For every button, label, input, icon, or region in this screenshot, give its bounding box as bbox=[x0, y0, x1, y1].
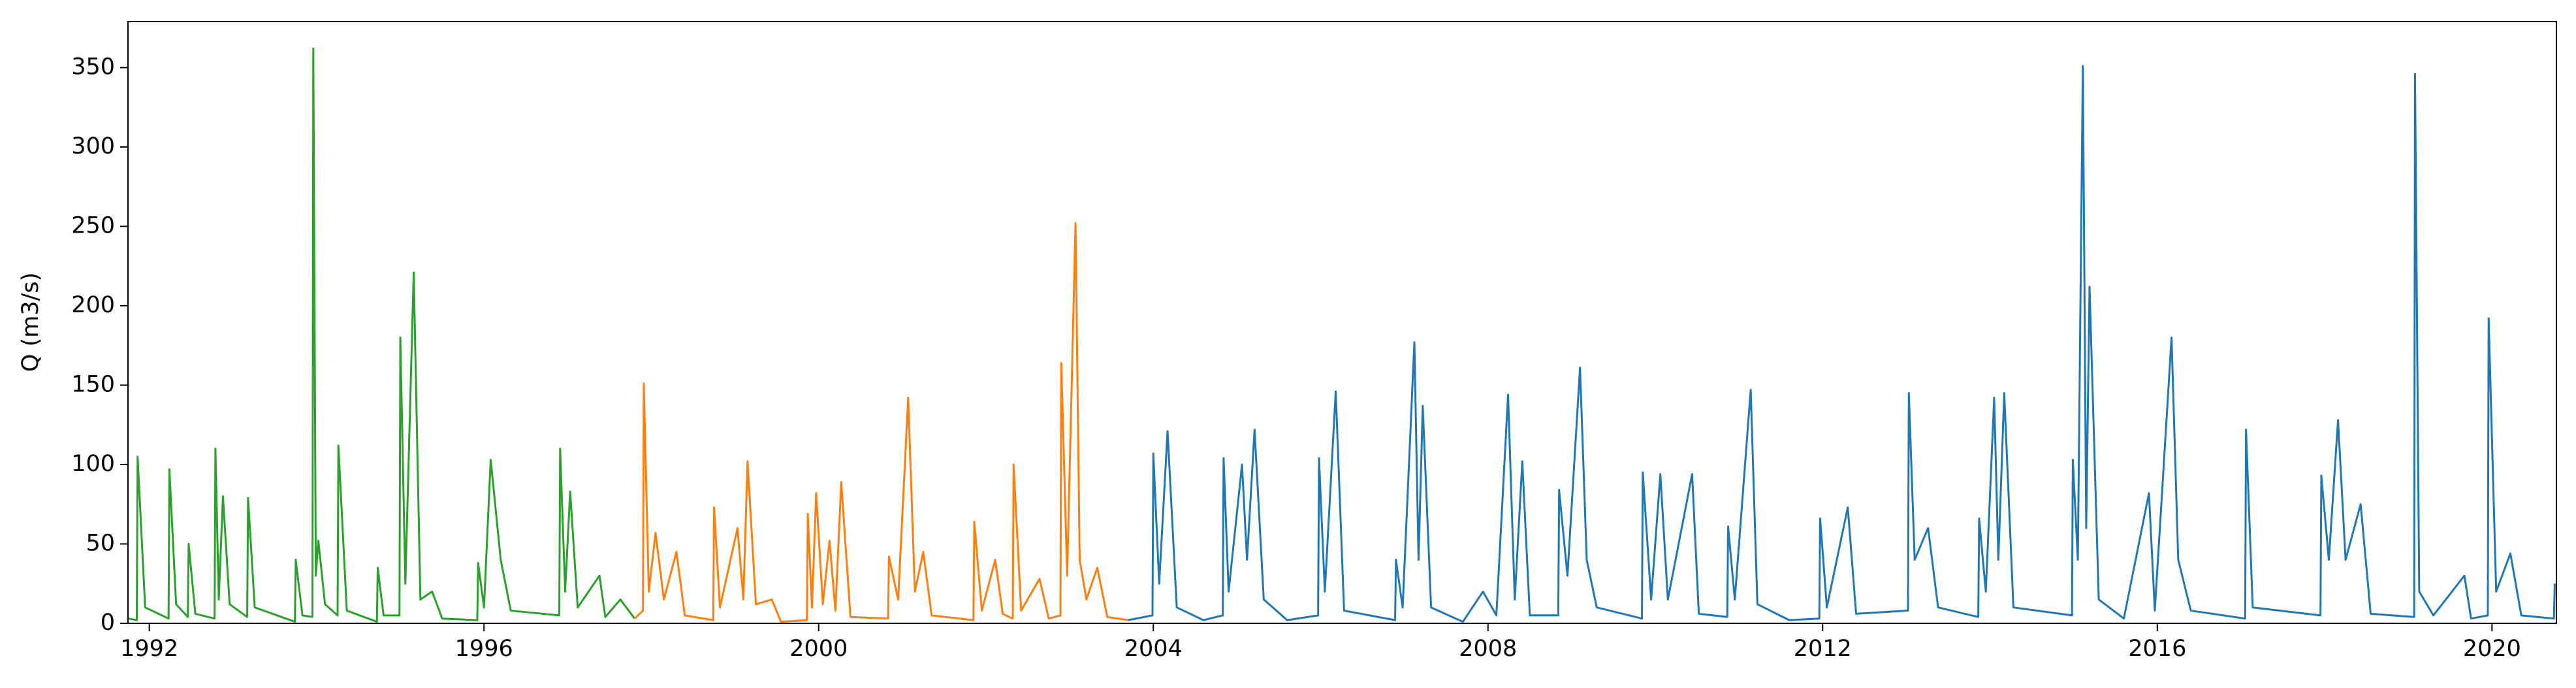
x-tick-label: 2008 bbox=[1459, 636, 1517, 662]
y-axis-label: Q (m3/s) bbox=[18, 272, 44, 372]
y-tick-label: 50 bbox=[86, 530, 115, 556]
x-tick-label: 2020 bbox=[2463, 636, 2521, 662]
y-tick-label: 100 bbox=[71, 451, 115, 477]
x-tick-label: 2000 bbox=[789, 636, 848, 662]
y-tick-label: 250 bbox=[71, 212, 115, 238]
y-tick-label: 200 bbox=[71, 292, 115, 318]
y-tick-label: 0 bbox=[101, 610, 115, 636]
y-tick-label: 350 bbox=[71, 54, 115, 80]
x-tick-label: 2012 bbox=[1794, 636, 1852, 662]
series-line bbox=[633, 222, 1129, 623]
series-line bbox=[1128, 65, 2556, 623]
x-tick-label: 2016 bbox=[2128, 636, 2186, 662]
plot-frame bbox=[127, 21, 2557, 624]
series-line bbox=[128, 47, 636, 623]
y-tick-label: 150 bbox=[71, 371, 115, 397]
y-tick-label: 300 bbox=[71, 133, 115, 159]
x-tick-label: 2004 bbox=[1124, 636, 1183, 662]
x-tick-label: 1996 bbox=[455, 636, 513, 662]
x-tick-label: 1992 bbox=[120, 636, 178, 662]
